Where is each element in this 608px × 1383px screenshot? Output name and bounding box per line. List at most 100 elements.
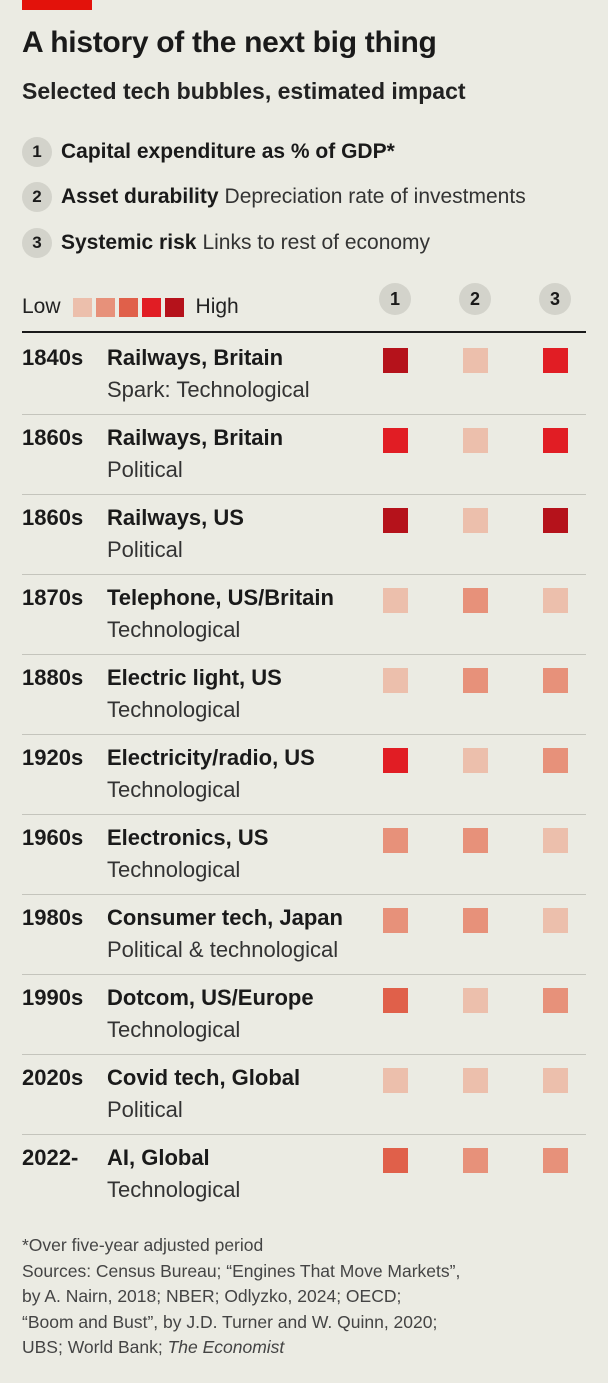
brand-tag [22,0,92,10]
heat-cell-metric-2 [463,828,488,853]
metric-description: Depreciation rate of investments [224,185,526,208]
heat-cell-metric-2 [463,348,488,373]
row-divider [22,414,586,415]
row-bubble-name: Railways, US [107,505,244,530]
heat-cell-metric-1 [383,1068,408,1093]
heat-cell-metric-1 [383,588,408,613]
row-spark: Political [107,1097,183,1123]
heat-cell-metric-1 [383,748,408,773]
row-divider [22,814,586,815]
heat-cell-metric-1 [383,908,408,933]
heat-cell-metric-3 [543,1148,568,1173]
row-divider [22,974,586,975]
row-period: 1860s [22,505,84,530]
heat-cell-metric-1 [383,348,408,373]
metric-badge: 1 [22,137,52,167]
table-row: 1860s Railways, US Political [22,495,586,575]
row-spark: Technological [107,697,240,723]
scale-high-label: High [195,295,239,318]
heat-cell-metric-3 [543,508,568,533]
row-period: 1920s [22,745,84,770]
heat-cell-metric-2 [463,988,488,1013]
header-rule [22,331,586,333]
row-bubble-name: Electricity/radio, US [107,745,315,770]
row-period: 2022- [22,1145,79,1170]
row-bubble-name: Covid tech, Global [107,1065,301,1090]
scale-swatch-4 [141,297,161,317]
metric-name: Asset durability [61,185,219,208]
column-header-1: 1 [379,283,411,315]
heat-cell-metric-3 [543,748,568,773]
heat-cell-metric-2 [463,588,488,613]
table-row: 1870s Telephone, US/Britain Technological [22,575,586,655]
row-bubble-name: Electronics, US [107,825,269,850]
table-row: 1840s Railways, Britain Spark: Technologic… [22,335,586,415]
heat-cell-metric-3 [543,1068,568,1093]
row-spark-value: Technological [107,697,241,722]
heat-cell-metric-1 [383,668,408,693]
table-row: 1920s Electricity/radio, US Technological [22,735,586,815]
column-header-3: 3 [539,283,571,315]
sources-line-4: UBS; World Bank; The Economist [22,1335,460,1361]
sources-line-1: Sources: Census Bureau; “Engines That Mo… [22,1260,461,1281]
column-header-2: 2 [459,283,491,315]
metric-name: Systemic risk [61,231,197,254]
row-spark: Technological [107,777,240,803]
metric-3: 3 Systemic risk Links to rest of economy [22,228,430,258]
row-bubble-name: AI, Global [107,1145,210,1170]
metric-1: 1 Capital expenditure as % of GDP* [22,137,395,167]
row-period: 2020s [22,1065,84,1090]
metric-name: Capital expenditure as % of GDP* [61,140,395,163]
row-bubble-name: Railways, Britain [107,425,284,450]
metric-2: 2 Asset durability Depreciation rate of … [22,182,526,212]
table-row: 1960s Electronics, US Technological [22,815,586,895]
heat-cell-metric-1 [383,428,408,453]
row-bubble-name: Consumer tech, Japan [107,905,343,930]
row-spark: Technological [107,857,240,883]
metric-badge: 2 [22,182,52,212]
heat-cell-metric-3 [543,428,568,453]
row-spark-value: Technological [107,777,241,802]
row-spark-value: Technological [107,1177,241,1202]
heat-cell-metric-3 [543,828,568,853]
table-row: 2020s Covid tech, Global Political [22,1055,586,1135]
metric-description: Links to rest of economy [202,231,431,254]
row-divider [22,1054,586,1055]
row-divider [22,494,586,495]
row-bubble-name: Telephone, US/Britain [107,585,334,610]
heat-cell-metric-3 [543,908,568,933]
row-divider [22,894,586,895]
row-spark-value: Technological [107,1017,241,1042]
row-divider [22,734,586,735]
heat-cell-metric-2 [463,508,488,533]
row-bubble-name: Electric light, US [107,665,282,690]
row-spark-value: Technological [107,857,241,882]
sources-line-3: “Boom and Bust”, by J.D. Turner and W. Q… [22,1311,438,1332]
row-spark-value: Political [107,537,183,562]
row-spark-value: Political & technological [107,937,339,962]
row-spark-value: Political [107,457,183,482]
heat-cell-metric-1 [383,1148,408,1173]
heat-cell-metric-2 [463,1148,488,1173]
row-divider [22,1134,586,1135]
row-period: 1980s [22,905,84,930]
heat-cell-metric-2 [463,668,488,693]
row-spark-prefix: Spark: [107,377,177,402]
table-row: 1880s Electric light, US Technological [22,655,586,735]
scale-swatch-3 [118,297,138,317]
heat-cell-metric-1 [383,828,408,853]
scale-low-label: Low [22,295,61,318]
metric-badge: 3 [22,228,52,258]
table-row: 2022- AI, Global Technological [22,1135,586,1215]
row-period: 1840s [22,345,84,370]
row-period: 1860s [22,425,84,450]
scale-swatch-5 [164,297,184,317]
heat-cell-metric-3 [543,988,568,1013]
footnote: *Over five-year adjusted period Sources:… [22,1233,460,1361]
heat-cell-metric-3 [543,668,568,693]
row-period: 1880s [22,665,84,690]
heat-cell-metric-3 [543,588,568,613]
row-period: 1960s [22,825,84,850]
row-divider [22,654,586,655]
heat-cell-metric-1 [383,508,408,533]
